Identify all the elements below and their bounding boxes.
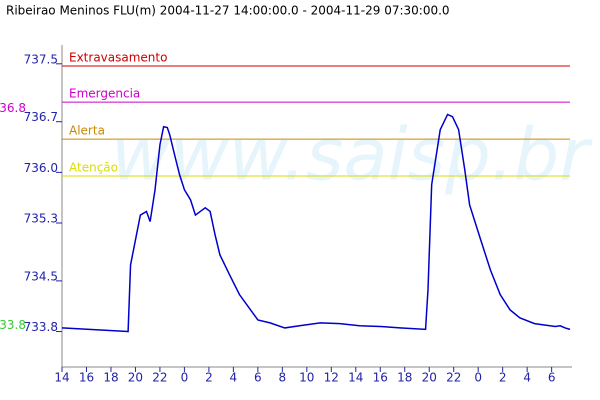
threshold-label: Emergencia [69,87,140,101]
x-tick-label: 18 [103,371,118,385]
x-tick-label: 2 [205,371,213,385]
x-tick-label: 16 [373,371,388,385]
x-tick-label: 6 [254,371,262,385]
level-label: 733.8 [0,318,26,332]
x-tick-label: 16 [79,371,94,385]
y-tick-label: 736.0 [24,161,58,175]
threshold-label: Extravasamento [69,50,167,64]
level-label: 736.8 [0,101,26,115]
x-tick-label: 14 [54,371,69,385]
x-tick-label: 20 [422,371,437,385]
x-tick-label: 20 [128,371,143,385]
chart-title: Ribeirao Meninos FLU(m) 2004-11-27 14:00… [6,4,450,18]
x-tick-label: 14 [348,371,363,385]
x-tick-label: 10 [299,371,314,385]
x-tick-label: 22 [152,371,167,385]
x-tick-label: 2 [499,371,507,385]
x-tick-label: 4 [230,371,238,385]
series-line [61,113,571,333]
y-tick-label: 735.3 [24,212,58,226]
x-tick-label: 8 [279,371,287,385]
threshold-label: Atenção [69,160,118,174]
x-tick-label: 12 [324,371,339,385]
y-tick-label: 737.5 [24,52,58,66]
x-tick-label: 18 [397,371,412,385]
x-tick-label: 0 [474,371,482,385]
y-tick-label: 734.5 [24,269,58,283]
watermark: www.saisp.br [111,113,593,197]
threshold-label: Alerta [69,124,105,138]
y-tick-label: 736.7 [24,110,58,124]
x-tick-label: 22 [446,371,461,385]
x-tick-label: 4 [523,371,531,385]
x-tick-label: 6 [548,371,556,385]
y-tick-label: 733.8 [24,320,58,334]
x-tick-label: 0 [181,371,189,385]
